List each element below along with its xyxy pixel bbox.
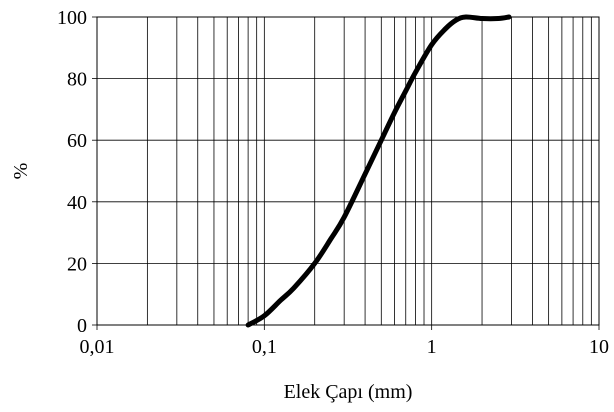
series-layer [245, 14, 512, 328]
grid-layer [97, 17, 599, 325]
x-tick-label: 10 [589, 336, 609, 358]
y-tick-label: 0 [77, 315, 87, 337]
y-axis-title: % [10, 163, 32, 180]
plot-frame [96, 16, 600, 326]
x-axis-title: Elek Çapı (mm) [284, 381, 413, 403]
y-tick-label: 80 [67, 69, 87, 91]
y-tick-label: 100 [57, 7, 87, 29]
x-tick-label: 0,01 [80, 336, 115, 358]
y-tick-label: 20 [67, 253, 87, 275]
y-tick-label: 40 [67, 192, 87, 214]
x-tick-label: 0,1 [252, 336, 277, 358]
series-line [245, 14, 512, 328]
y-tick-label: 60 [67, 130, 87, 152]
x-tick-label: 1 [427, 336, 437, 358]
